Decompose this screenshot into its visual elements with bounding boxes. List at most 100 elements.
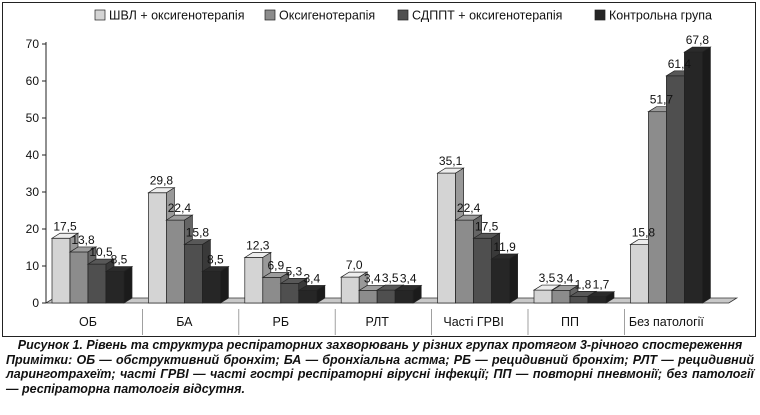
bar-front (340, 276, 360, 304)
data-label: 29,8 (150, 174, 174, 188)
data-label: 8,5 (111, 253, 128, 267)
figure-caption: Рисунок 1. Рівень та структура респірато… (6, 338, 754, 396)
bar (393, 284, 423, 304)
bar-side (702, 46, 711, 304)
caption-notes: Примітки: ОБ — обструктивний бронхіт; БА… (6, 352, 754, 396)
bar-front (280, 283, 300, 304)
bar-front (69, 251, 89, 304)
legend-swatch (94, 9, 106, 21)
x-tick-label: ПП (561, 315, 579, 329)
x-tick-label: Часті ГРВІ (443, 315, 503, 329)
bar-front (105, 271, 125, 304)
legend-item: Оксигенотерапія (264, 9, 375, 23)
data-label: 15,8 (632, 226, 656, 240)
y-axis: 0 10 20 30 40 50 60 70 (26, 37, 47, 310)
bar-side (509, 253, 518, 304)
bar (297, 284, 327, 304)
legend-label: СДППТ + оксигенотерапія (412, 9, 562, 23)
data-label: 7,0 (346, 258, 363, 272)
y-tick-label: 30 (26, 185, 40, 199)
bar-front (569, 295, 589, 304)
y-tick-label: 60 (26, 74, 40, 88)
legend: ШВЛ + оксигенотерапія Оксигенотерапія СДПП… (94, 9, 712, 23)
data-label: 1,7 (593, 278, 610, 292)
bar-front (666, 75, 685, 304)
legend-item: ШВЛ + оксигенотерапія (94, 9, 244, 23)
y-tick-label: 40 (26, 148, 40, 162)
data-label: 6,9 (267, 258, 284, 272)
x-axis-labels: ОБ БА РБ РЛТ Часті ГРВІ ПП Без патології (79, 309, 704, 335)
data-label: 3,4 (557, 271, 574, 285)
data-label: 11,9 (493, 240, 516, 254)
data-label: 13,8 (71, 233, 95, 247)
bar-front (437, 172, 456, 304)
x-tick-label: БА (176, 315, 193, 329)
bar-front (87, 263, 107, 304)
caption-title: Рисунок 1. Рівень та структура респірато… (17, 338, 743, 352)
bar-front (394, 290, 414, 304)
data-label: 17,5 (53, 219, 77, 233)
bar-front (262, 277, 282, 304)
bar (683, 46, 712, 304)
bar-front (491, 258, 510, 304)
x-tick-label: РБ (273, 315, 290, 329)
bar-front (166, 219, 185, 304)
data-label: 3,5 (539, 271, 556, 285)
bar (490, 253, 519, 304)
data-label: 1,8 (575, 277, 592, 291)
bar-front (202, 271, 221, 304)
y-tick-label: 50 (26, 111, 40, 125)
data-label: 3,4 (303, 271, 320, 285)
bar-side (316, 284, 326, 304)
bar-front (587, 296, 607, 304)
legend-label: Контрольна група (609, 9, 712, 23)
bar-front (455, 219, 474, 304)
data-label: 8,5 (207, 253, 224, 267)
bar (104, 265, 134, 304)
data-label: 5,3 (285, 264, 302, 278)
data-labels: 17,513,810,58,529,822,415,88,512,36,9 5,3… (53, 33, 709, 292)
legend-item: СДППТ + оксигенотерапія (397, 9, 562, 23)
legend-item: Контрольна група (594, 9, 712, 23)
bar-front (244, 257, 264, 304)
legend-swatch (264, 9, 276, 21)
bar-front (533, 289, 553, 304)
bar (586, 291, 616, 304)
legend-swatch (397, 9, 409, 21)
bar-side (412, 284, 422, 304)
bar-front (148, 192, 167, 304)
x-tick-label: ОБ (79, 315, 97, 329)
legend-label: ШВЛ + оксигенотерапія (109, 9, 244, 23)
data-label: 22,4 (457, 201, 481, 215)
bar-front (551, 290, 571, 304)
bar-front (473, 237, 492, 304)
bar-front (298, 290, 318, 304)
legend-label: Оксигенотерапія (279, 9, 375, 23)
data-label: 61,4 (668, 57, 692, 71)
data-label: 3,5 (382, 271, 399, 285)
y-tick-label: 70 (26, 37, 40, 51)
y-tick-label: 20 (26, 222, 40, 236)
data-label: 10,5 (89, 245, 113, 259)
data-label: 3,4 (364, 271, 381, 285)
bar-front (184, 244, 203, 304)
bar-front (358, 290, 378, 304)
data-label: 17,5 (475, 219, 499, 233)
bar-front (376, 289, 396, 304)
x-tick-label: Без патології (629, 315, 705, 329)
legend-swatch (594, 9, 606, 21)
bar-front (684, 51, 703, 304)
data-label: 67,8 (686, 33, 710, 47)
bar-front (630, 244, 649, 304)
bar (201, 265, 230, 304)
data-label: 15,8 (186, 226, 210, 240)
bar-side (605, 291, 615, 304)
data-label: 51,7 (650, 93, 674, 107)
bars (50, 46, 712, 304)
bar-front (648, 111, 667, 304)
y-tick-label: 10 (26, 259, 40, 273)
data-label: 35,1 (439, 154, 463, 168)
figure-frame (2, 2, 756, 337)
data-label: 3,4 (400, 271, 417, 285)
bar-front (51, 237, 71, 304)
